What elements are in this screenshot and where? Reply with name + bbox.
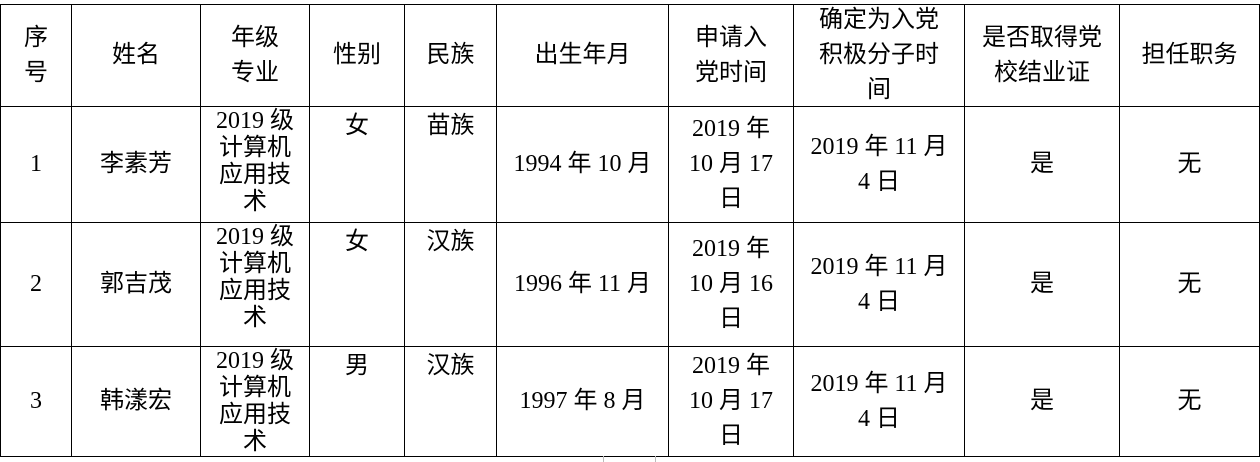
position-value: 无	[1177, 388, 1202, 414]
certificate-value: 是	[1030, 388, 1054, 414]
row-1-position-cell: 无	[1120, 107, 1260, 223]
birth-value: 1994 年 10 月	[513, 151, 652, 177]
row-2-certificate-cell: 是	[965, 223, 1120, 347]
row-2-birth-cell: 1996 年 11 月	[497, 223, 669, 347]
header-gender: 性别	[333, 42, 381, 68]
apply-value: 2019 年 10 月 17 日	[689, 353, 773, 449]
header-ethnicity: 民族	[426, 42, 475, 68]
row-1-birth-cell: 1994 年 10 月	[497, 107, 669, 223]
row-3-birth-cell: 1997 年 8 月	[497, 347, 669, 457]
no-value: 2	[30, 271, 42, 297]
position-value: 无	[1177, 271, 1202, 297]
header-certificate: 是否取得党校结业证	[982, 24, 1102, 86]
row-2-activist-cell: 2019 年 11 月 4 日	[794, 223, 965, 347]
page-mark	[655, 456, 656, 462]
certificate-value: 是	[1030, 151, 1054, 177]
header-position: 担任职务	[1141, 42, 1238, 68]
birth-value: 1996 年 11 月	[513, 271, 652, 297]
row-1-activist-cell: 2019 年 11 月 4 日	[794, 107, 965, 223]
row-1-no-cell: 1	[1, 107, 72, 223]
name-value: 李素芳	[100, 151, 172, 177]
row-3-certificate-cell: 是	[965, 347, 1120, 457]
header-cell: 序号	[1, 5, 72, 107]
row-2-ethnicity-cell: 汉族	[405, 223, 497, 347]
row-1-name-cell: 李素芳	[72, 107, 201, 223]
header-no: 序号	[24, 24, 48, 86]
member-table: 序号 姓名 年级专业 性别 民族 出生年月 申请入党时间 确定为入党积极分子时间…	[0, 4, 1260, 457]
row-3-grade-cell: 2019 级计算机应用技术	[201, 347, 310, 457]
certificate-value: 是	[1030, 271, 1054, 297]
row-3-apply-cell: 2019 年 10 月 17 日	[669, 347, 794, 457]
header-cell: 出生年月	[497, 5, 669, 107]
gender-value: 女	[345, 229, 369, 255]
row-3-name-cell: 韩漾宏	[72, 347, 201, 457]
row-2-no-cell: 2	[1, 223, 72, 347]
header-cell: 民族	[405, 5, 497, 107]
ethnicity-value: 汉族	[426, 353, 475, 379]
grade-value: 2019 级计算机应用技术	[216, 108, 294, 215]
page-mark	[603, 456, 604, 462]
row-2-position-cell: 无	[1120, 223, 1260, 347]
activist-value: 2019 年 11 月 4 日	[810, 370, 948, 432]
header-cell: 年级专业	[201, 5, 310, 107]
row-1-gender-cell: 女	[310, 107, 405, 223]
header-cell: 担任职务	[1120, 5, 1260, 107]
gender-value: 女	[345, 113, 369, 139]
row-2-gender-cell: 女	[310, 223, 405, 347]
header-cell: 性别	[310, 5, 405, 107]
row-2-grade-cell: 2019 级计算机应用技术	[201, 223, 310, 347]
row-3-gender-cell: 男	[310, 347, 405, 457]
header-apply: 申请入党时间	[695, 24, 767, 86]
row-1-grade-cell: 2019 级计算机应用技术	[201, 107, 310, 223]
row-3-position-cell: 无	[1120, 347, 1260, 457]
row-2-apply-cell: 2019 年 10 月 16 日	[669, 223, 794, 347]
position-value: 无	[1177, 151, 1202, 177]
gender-value: 男	[345, 353, 369, 379]
header-birth: 出生年月	[534, 42, 631, 68]
row-3-activist-cell: 2019 年 11 月 4 日	[794, 347, 965, 457]
name-value: 韩漾宏	[100, 388, 172, 414]
no-value: 1	[30, 151, 42, 177]
activist-value: 2019 年 11 月 4 日	[810, 133, 948, 195]
row-2-name-cell: 郭吉茂	[72, 223, 201, 347]
header-cell: 是否取得党校结业证	[965, 5, 1120, 107]
name-value: 郭吉茂	[100, 271, 172, 297]
header-cell: 姓名	[72, 5, 201, 107]
header-cell: 确定为入党积极分子时间	[794, 5, 965, 107]
header-cell: 申请入党时间	[669, 5, 794, 107]
row-1-ethnicity-cell: 苗族	[405, 107, 497, 223]
row-3-no-cell: 3	[1, 347, 72, 457]
header-grade: 年级专业	[231, 24, 279, 86]
row-3-ethnicity-cell: 汉族	[405, 347, 497, 457]
ethnicity-value: 苗族	[426, 113, 475, 139]
row-1-certificate-cell: 是	[965, 107, 1120, 223]
header-name: 姓名	[112, 42, 160, 68]
grade-value: 2019 级计算机应用技术	[216, 224, 294, 331]
ethnicity-value: 汉族	[426, 229, 475, 255]
row-1-apply-cell: 2019 年 10 月 17 日	[669, 107, 794, 223]
birth-value: 1997 年 8 月	[519, 388, 646, 414]
activist-value: 2019 年 11 月 4 日	[810, 253, 948, 315]
header-activist: 确定为入党积极分子时间	[819, 7, 939, 103]
apply-value: 2019 年 10 月 17 日	[689, 116, 773, 212]
no-value: 3	[30, 388, 42, 414]
grade-value: 2019 级计算机应用技术	[216, 348, 294, 455]
apply-value: 2019 年 10 月 16 日	[689, 236, 773, 332]
